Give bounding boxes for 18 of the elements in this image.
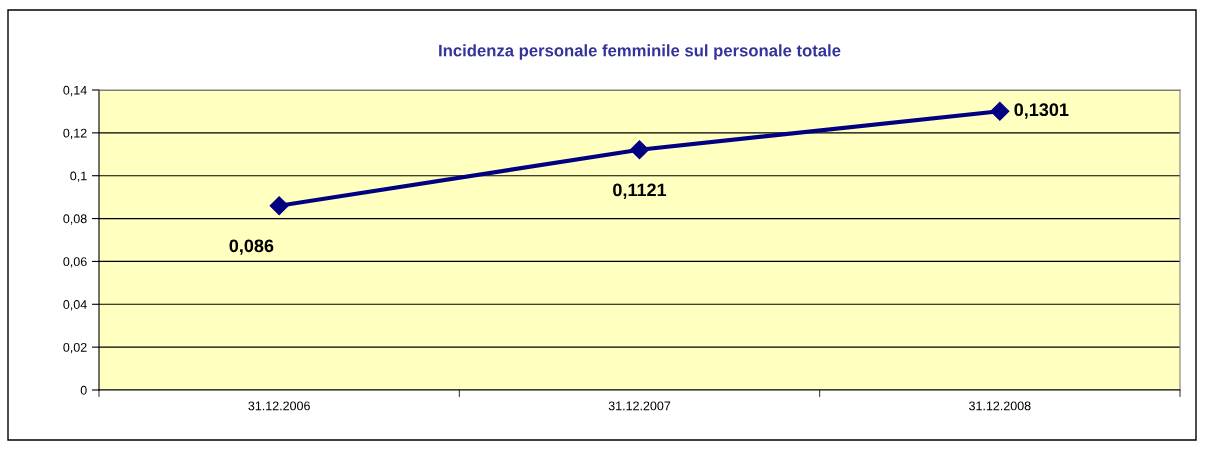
data-label: 0,086	[229, 239, 274, 255]
x-tick-label: 31.12.2008	[969, 401, 1031, 411]
x-tick-label: 31.12.2007	[608, 401, 671, 411]
x-tick-label: 31.12.2006	[248, 401, 310, 411]
y-tick-label: 0,14	[63, 85, 87, 97]
chart-title: Incidenza personale femminile sul personale totale	[439, 44, 841, 60]
data-label: 0,1301	[1014, 103, 1069, 119]
point	[269, 196, 289, 216]
point	[629, 140, 650, 160]
data-label: 0,1121	[613, 183, 667, 199]
y-tick-label: 0,08	[63, 214, 87, 225]
y-tick-label: 0,12	[63, 128, 87, 139]
y-tick-label: 0,02	[63, 342, 87, 354]
y-tick-label: 0,1	[70, 171, 87, 182]
y-tick-label: 0,04	[63, 300, 87, 311]
y-tick-label: 0,06	[63, 257, 87, 268]
y-tick-label: 0	[80, 385, 87, 395]
point	[990, 101, 1010, 121]
